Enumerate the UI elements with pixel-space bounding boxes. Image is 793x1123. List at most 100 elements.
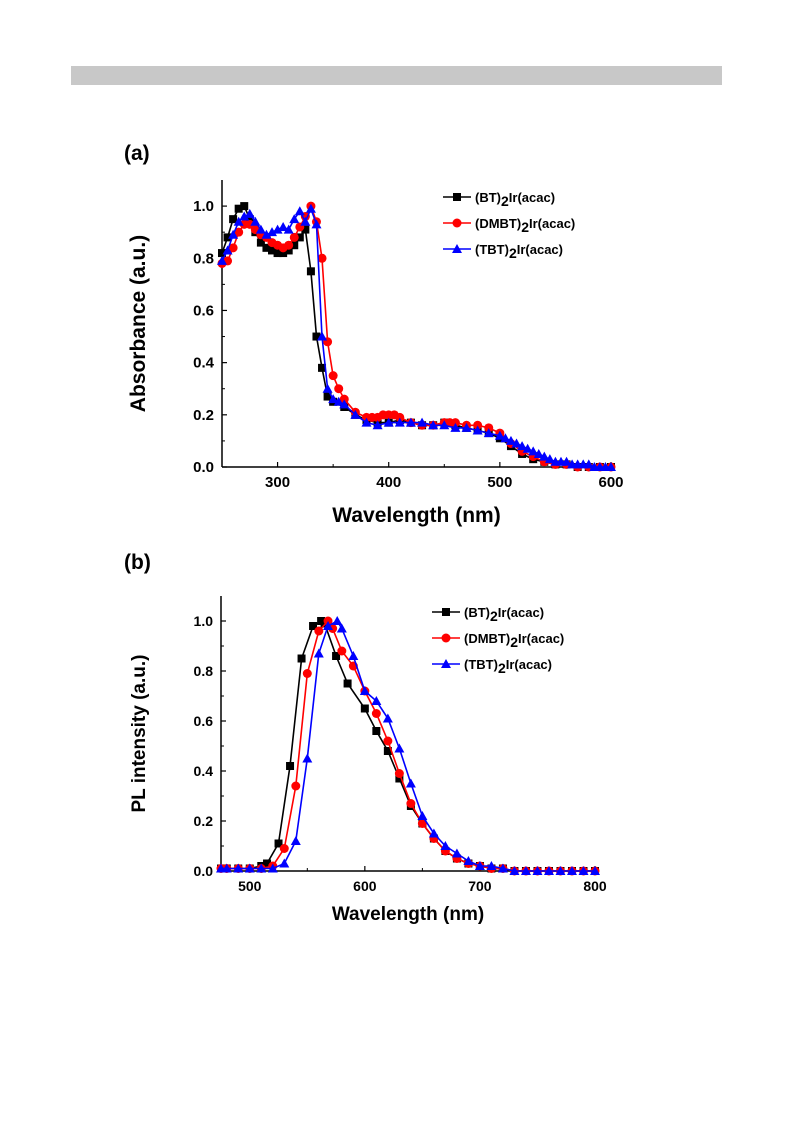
data-point [372, 727, 381, 735]
legend-marker [452, 244, 462, 253]
data-point [522, 443, 533, 453]
y-tick-label: 1.0 [193, 198, 214, 215]
data-point [440, 841, 451, 850]
data-point [256, 238, 265, 247]
y-axis-label: PL intensity (a.u.) [129, 654, 150, 812]
y-tick-label: 0.2 [194, 813, 214, 829]
y-tick-label: 0.4 [194, 763, 214, 779]
data-point [590, 866, 600, 875]
data-point [233, 216, 244, 226]
data-point [361, 417, 372, 427]
y-tick-label: 0.2 [193, 407, 214, 424]
panel-b-label: (b) [124, 551, 151, 574]
x-axis-label: Wavelength (nm) [332, 904, 484, 925]
data-point [339, 394, 349, 404]
data-point [250, 216, 261, 226]
series-bt [217, 617, 599, 875]
data-point [234, 204, 243, 213]
data-point [372, 420, 383, 430]
legend-label: (TBT)2Ir(acac) [475, 242, 563, 261]
legend-label: (BT)2Ir(acac) [464, 605, 544, 624]
data-point [217, 255, 227, 265]
data-point [337, 646, 347, 656]
y-tick-label: 0.0 [194, 863, 214, 879]
data-point [317, 331, 328, 341]
data-point [239, 211, 250, 221]
data-point [463, 856, 474, 865]
data-point [371, 709, 381, 718]
data-point [283, 224, 294, 234]
data-point [544, 454, 555, 464]
data-point [532, 866, 543, 875]
data-point [350, 409, 361, 419]
data-point [417, 417, 428, 427]
data-point [472, 425, 483, 435]
data-point [359, 686, 370, 695]
data-point [306, 267, 315, 276]
data-point [294, 206, 305, 216]
data-point [314, 626, 324, 636]
data-point [322, 383, 333, 393]
data-point [439, 420, 450, 430]
x-tick-label: 500 [238, 878, 262, 894]
data-point [245, 215, 254, 224]
data-point [566, 866, 577, 875]
y-tick-label: 0.4 [193, 355, 215, 372]
y-tick-label: 0.8 [193, 250, 214, 267]
data-point [233, 863, 244, 873]
data-point [494, 430, 505, 440]
data-point [395, 774, 404, 783]
data-point [473, 420, 483, 430]
x-tick-label: 400 [376, 474, 401, 491]
data-point [289, 232, 299, 242]
data-point [583, 459, 594, 469]
data-point [311, 219, 322, 229]
data-point [317, 253, 327, 263]
data-point [272, 224, 283, 234]
x-tick-label: 800 [583, 878, 607, 894]
data-point [302, 753, 313, 763]
data-point [229, 215, 238, 224]
data-point [461, 422, 472, 432]
data-point [240, 202, 249, 211]
data-point [578, 866, 589, 875]
data-point [339, 399, 350, 409]
header-bar [71, 66, 722, 85]
x-tick-label: 500 [487, 474, 512, 491]
data-point [520, 866, 531, 875]
data-point [221, 863, 232, 873]
data-point [509, 866, 520, 875]
data-point [406, 799, 416, 808]
data-point [417, 819, 427, 828]
data-point [394, 743, 405, 753]
data-point [371, 696, 382, 705]
data-point [497, 863, 508, 873]
data-point [528, 446, 539, 456]
data-point [348, 651, 359, 660]
data-point [360, 704, 369, 713]
y-tick-label: 0.6 [194, 713, 214, 729]
data-point [383, 417, 394, 427]
y-tick-label: 0.6 [193, 302, 214, 319]
data-point [312, 332, 321, 341]
data-point [333, 396, 344, 406]
data-point [517, 441, 528, 451]
data-point [289, 214, 300, 224]
data-point [334, 384, 344, 394]
data-point [262, 243, 271, 252]
legend-marker [442, 608, 450, 616]
data-point [383, 736, 393, 746]
data-point [313, 648, 324, 658]
data-point [244, 863, 255, 873]
data-point [483, 428, 494, 438]
data-point [394, 769, 404, 778]
legend-marker [441, 633, 451, 643]
x-tick-label: 300 [265, 474, 290, 491]
data-point [279, 844, 289, 853]
data-point [323, 621, 334, 630]
data-point [279, 249, 288, 258]
data-point [222, 245, 233, 255]
absorbance-chart: 0.0 0.2 0.4 0.6 0.8 1.0 300 400 500 600 Wavelength… [127, 180, 624, 527]
data-point [543, 866, 554, 875]
